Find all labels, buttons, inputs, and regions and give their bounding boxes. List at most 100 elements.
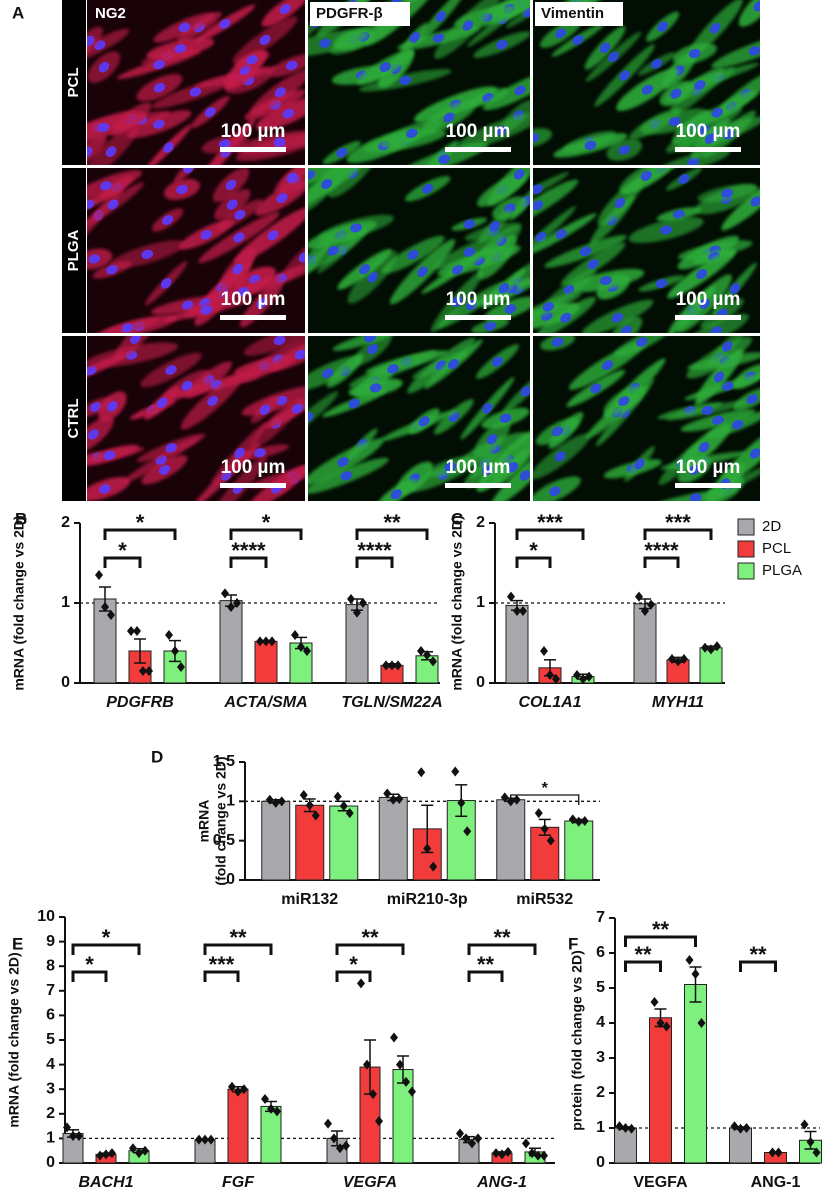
nucleus <box>98 484 111 494</box>
column-label: NG2 <box>95 5 126 22</box>
bar <box>378 796 408 881</box>
data-point <box>359 598 367 608</box>
data-point <box>145 666 153 676</box>
nucleus <box>620 325 632 333</box>
nucleus <box>87 199 95 210</box>
nucleus <box>340 471 353 481</box>
significance-label: * <box>262 510 271 535</box>
x-tick-label: BACH1 <box>78 1174 133 1189</box>
nucleus <box>273 137 286 147</box>
nucleus <box>618 145 631 155</box>
data-point <box>540 646 548 656</box>
y-axis-title: (fold change vs 2D) <box>213 756 229 885</box>
nucleus <box>163 142 174 153</box>
nucleus <box>519 470 530 481</box>
y-tick-label: 6 <box>46 1007 55 1024</box>
bar <box>496 799 526 881</box>
nucleus <box>259 404 271 415</box>
legend-label: PCL <box>762 540 791 557</box>
nucleus <box>156 397 168 408</box>
panel-label: E <box>12 934 23 953</box>
data-point <box>585 671 593 682</box>
cells <box>87 0 305 165</box>
nucleus <box>614 197 626 209</box>
nucleus <box>640 170 652 181</box>
micrograph <box>87 0 305 165</box>
nucleus <box>687 157 700 165</box>
significance-bracket <box>103 556 142 568</box>
nucleus <box>308 411 314 423</box>
cells <box>533 168 760 333</box>
data-point <box>139 666 147 676</box>
nucleus <box>178 22 191 33</box>
scale-bar <box>220 483 286 488</box>
nucleus <box>319 38 332 48</box>
nucleus <box>417 266 428 278</box>
data-point <box>324 1118 332 1129</box>
significance-bracket <box>335 970 372 982</box>
nucleus <box>87 429 99 440</box>
cells <box>308 168 530 333</box>
bar <box>505 604 529 684</box>
nucleus <box>712 415 724 425</box>
significance-bracket <box>203 943 273 955</box>
nucleus <box>551 426 564 437</box>
nucleus <box>481 465 494 476</box>
nucleus <box>259 34 271 45</box>
significance-bracket <box>624 935 697 947</box>
nucleus <box>165 443 178 453</box>
nucleus <box>100 181 112 191</box>
data-point <box>742 1123 751 1133</box>
nucleus <box>634 458 645 470</box>
data-point <box>135 1148 143 1159</box>
data-point <box>207 1134 215 1145</box>
significance-label: ** <box>634 942 652 967</box>
row-label-bg <box>62 0 86 165</box>
nucleus <box>88 254 101 264</box>
nucleus <box>694 80 706 90</box>
nucleus <box>599 42 611 54</box>
nucleus <box>234 447 245 459</box>
significance-label: * <box>85 952 94 977</box>
nucleus <box>176 184 188 195</box>
nucleus <box>554 451 566 462</box>
cells <box>87 168 305 333</box>
nucleus <box>713 371 725 383</box>
data-point <box>701 642 709 653</box>
micrograph <box>533 336 760 501</box>
data-point <box>383 788 392 799</box>
data-point <box>101 602 109 612</box>
micrograph <box>533 168 760 333</box>
significance-label: * <box>349 952 358 977</box>
data-point <box>429 656 437 667</box>
nucleus <box>152 119 165 129</box>
significance-bracket <box>355 556 394 568</box>
nucleus <box>721 381 734 391</box>
data-point <box>240 1084 248 1095</box>
nucleus <box>97 122 110 133</box>
nucleus <box>462 20 474 31</box>
nucleus <box>655 278 668 289</box>
nucleus <box>218 139 231 149</box>
significance-label: ** <box>493 925 511 950</box>
nucleus <box>399 75 412 85</box>
row-label-bg <box>62 168 86 333</box>
scale-label: 100 µm <box>676 457 741 478</box>
nucleus <box>451 296 463 307</box>
y-tick-label: 0 <box>226 871 235 888</box>
bar <box>649 1017 672 1164</box>
panel-label: F <box>568 934 578 953</box>
nucleus <box>103 450 116 460</box>
data-point <box>353 607 361 618</box>
data-point <box>507 591 515 602</box>
nucleus <box>484 321 497 331</box>
nucleus <box>520 386 530 397</box>
data-point <box>534 1150 542 1161</box>
y-tick-label: 7 <box>46 982 55 999</box>
nucleus <box>337 457 349 467</box>
data-point <box>674 656 682 667</box>
column-label: PDGFR-β <box>316 5 383 22</box>
x-tick-label: ANG-1 <box>751 1174 801 1189</box>
data-point <box>456 1128 464 1139</box>
panel-label: C <box>451 509 463 528</box>
